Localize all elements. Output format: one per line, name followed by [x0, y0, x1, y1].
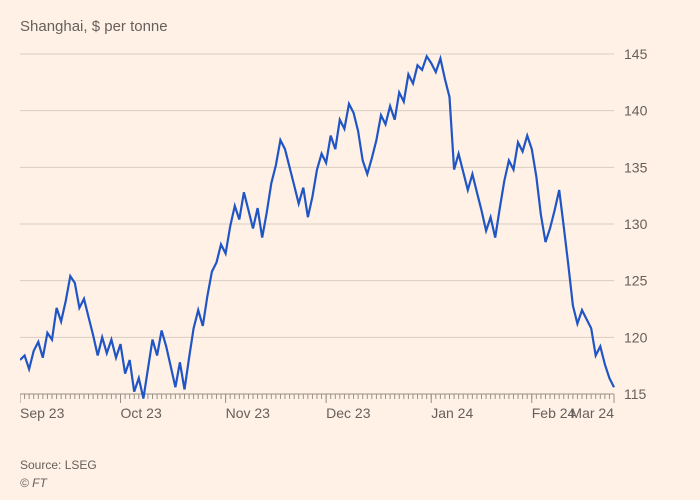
- svg-text:135: 135: [624, 159, 648, 175]
- svg-text:115: 115: [624, 386, 647, 402]
- chart-container: Shanghai, $ per tonne 115 120 125 130 135 140…: [0, 0, 700, 500]
- svg-text:130: 130: [624, 216, 648, 232]
- svg-text:Dec 23: Dec 23: [326, 405, 371, 421]
- chart-plot: 115 120 125 130 135 140 145 Sep 23 Oct 23 Nov 23 D…: [20, 48, 660, 428]
- svg-text:Nov 23: Nov 23: [226, 405, 271, 421]
- svg-text:Feb 24: Feb 24: [532, 405, 576, 421]
- svg-text:140: 140: [624, 103, 648, 119]
- svg-text:120: 120: [624, 329, 648, 345]
- svg-text:Oct 23: Oct 23: [121, 405, 162, 421]
- svg-text:Sep 23: Sep 23: [20, 405, 65, 421]
- chart-subtitle: Shanghai, $ per tonne: [20, 18, 168, 35]
- source-label: Source: LSEG: [20, 458, 97, 472]
- copyright-label: © FT: [20, 476, 47, 490]
- chart-svg: 115 120 125 130 135 140 145 Sep 23 Oct 23 Nov 23 D…: [20, 48, 660, 428]
- svg-text:145: 145: [624, 48, 648, 62]
- svg-text:Mar 24: Mar 24: [570, 405, 614, 421]
- svg-text:Jan 24: Jan 24: [431, 405, 473, 421]
- svg-text:125: 125: [624, 273, 648, 289]
